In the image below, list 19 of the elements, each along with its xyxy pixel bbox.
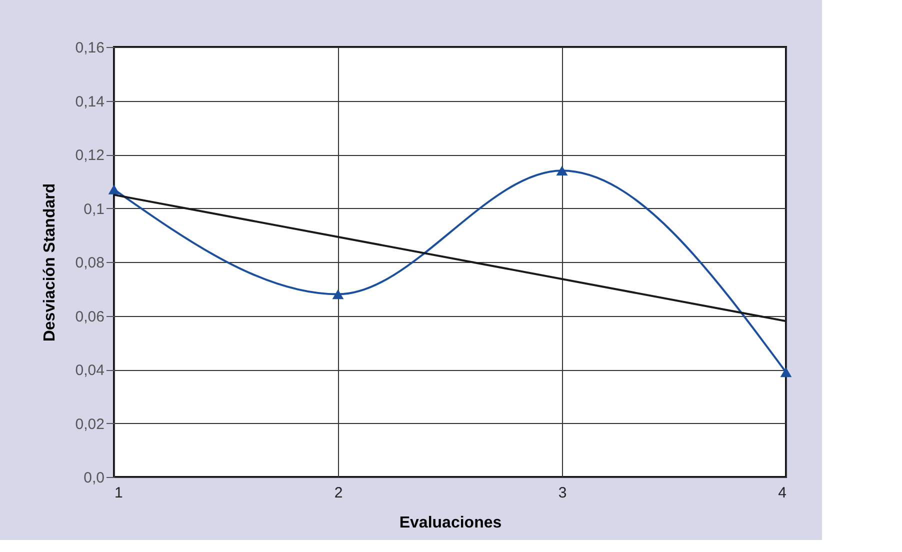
y-tick-label: 0,04	[75, 362, 104, 379]
y-tick-label: 0,08	[75, 254, 104, 272]
point	[556, 166, 568, 176]
x-tick-label: 4	[778, 484, 786, 502]
x-axis-title: Evaluaciones	[399, 514, 502, 532]
y-axis-title: Desviación Standard	[41, 183, 58, 342]
y-tick-label: 0,02	[75, 416, 104, 433]
y-tick-label: 0,14	[75, 93, 104, 110]
x-tick-label: 2	[334, 484, 343, 502]
y-tick-label: 0,06	[75, 308, 104, 326]
y-tick-label: 0,12	[75, 147, 104, 164]
y-tick-label: 0,1	[84, 200, 104, 218]
x-tick-label: 1	[114, 484, 123, 502]
point	[108, 184, 120, 194]
x-tick-label: 3	[558, 484, 567, 502]
y-tick-label: 0,16	[75, 40, 104, 56]
point	[780, 367, 792, 378]
y-tick-label: 0,0	[84, 470, 104, 486]
point	[332, 289, 344, 300]
